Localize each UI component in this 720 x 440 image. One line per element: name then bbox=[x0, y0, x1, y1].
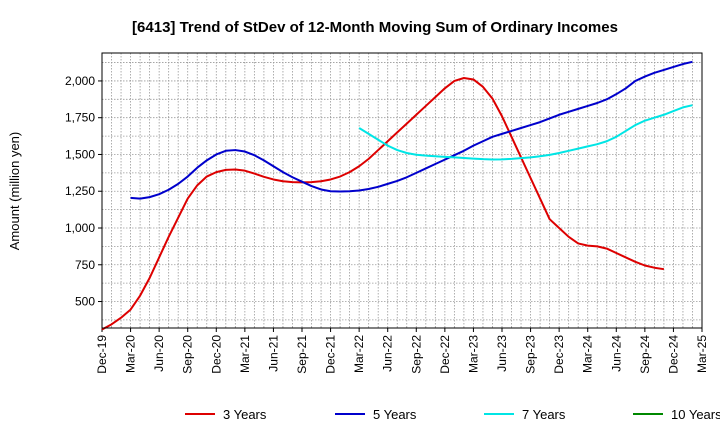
x-tick-label: Mar-21 bbox=[238, 335, 252, 373]
y-axis-ticks: 500 750 1,000 1,250 1,500 1,750 2,000 bbox=[65, 74, 102, 309]
x-tick-label: Mar-23 bbox=[466, 335, 480, 373]
legend-label: 3 Years bbox=[223, 407, 267, 422]
x-tick-label: Jun-22 bbox=[381, 335, 395, 372]
x-tick-label: Mar-24 bbox=[581, 335, 595, 373]
legend-label: 7 Years bbox=[522, 407, 566, 422]
plot-frame bbox=[101, 52, 703, 329]
x-tick-label: Mar-20 bbox=[124, 335, 138, 373]
x-tick-label: Sep-24 bbox=[638, 335, 652, 374]
chart-title: [6413] Trend of StDev of 12-Month Moving… bbox=[132, 19, 618, 36]
legend-item: 7 Years bbox=[484, 407, 566, 422]
x-tick-label: Dec-19 bbox=[95, 335, 109, 374]
legend-label: 5 Years bbox=[373, 407, 417, 422]
x-tick-label: Dec-20 bbox=[209, 335, 223, 374]
legend-item: 5 Years bbox=[335, 407, 417, 422]
legend: 3 Years 5 Years 7 Years 10 Years bbox=[185, 407, 720, 422]
x-tick-label: Mar-25 bbox=[695, 335, 709, 373]
y-tick-label: 1,500 bbox=[65, 147, 95, 161]
x-tick-label: Jun-20 bbox=[152, 335, 166, 372]
legend-item: 10 Years bbox=[633, 407, 720, 422]
plot-area bbox=[102, 53, 702, 328]
x-tick-label: Sep-22 bbox=[409, 335, 423, 374]
x-tick-label: Dec-22 bbox=[438, 335, 452, 374]
y-tick-label: 500 bbox=[75, 295, 95, 309]
x-tick-label: Jun-24 bbox=[609, 335, 623, 372]
y-tick-label: 1,000 bbox=[65, 221, 95, 235]
x-tick-label: Sep-20 bbox=[181, 335, 195, 374]
y-tick-label: 1,750 bbox=[65, 111, 95, 125]
legend-item: 3 Years bbox=[185, 407, 267, 422]
series-line-5-years bbox=[130, 60, 693, 200]
x-tick-label: Dec-24 bbox=[666, 335, 680, 374]
y-tick-label: 1,250 bbox=[65, 184, 95, 198]
x-axis-ticks: Dec-19 Mar-20 Jun-20 Sep-20 Dec-20 Mar-21 Jun-… bbox=[95, 328, 709, 374]
x-tick-label: Sep-23 bbox=[524, 335, 538, 374]
x-tick-label: Jun-23 bbox=[495, 335, 509, 372]
x-tick-label: Mar-22 bbox=[352, 335, 366, 373]
series-line-7-years bbox=[358, 104, 693, 161]
y-tick-label: 2,000 bbox=[65, 74, 95, 88]
series-lines bbox=[101, 60, 693, 331]
y-axis-label: Amount (million yen) bbox=[7, 132, 22, 251]
y-tick-label: 750 bbox=[75, 258, 95, 272]
x-tick-label: Sep-21 bbox=[295, 335, 309, 374]
gridlines bbox=[102, 53, 702, 328]
x-tick-label: Jun-21 bbox=[266, 335, 280, 372]
legend-label: 10 Years bbox=[671, 407, 720, 422]
x-tick-label: Dec-21 bbox=[324, 335, 338, 374]
x-tick-label: Dec-23 bbox=[552, 335, 566, 374]
series-line-3-years bbox=[101, 77, 665, 331]
